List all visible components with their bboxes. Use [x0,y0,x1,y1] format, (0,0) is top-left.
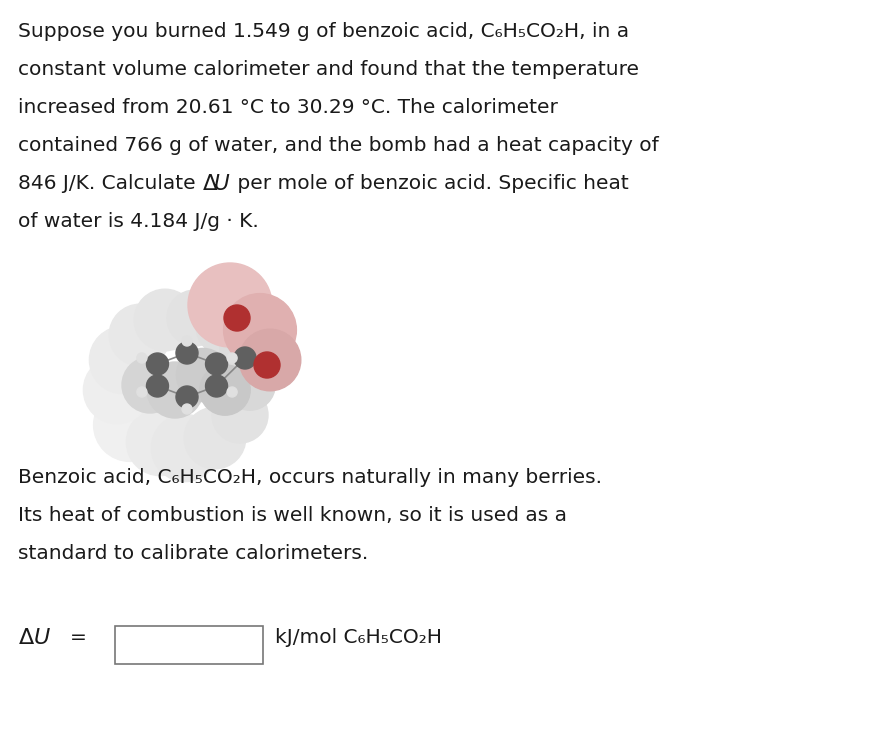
Text: standard to calibrate calorimeters.: standard to calibrate calorimeters. [18,544,369,563]
Circle shape [188,263,272,347]
Circle shape [137,387,147,397]
Circle shape [89,327,156,393]
Text: Its heat of combustion is well known, so it is used as a: Its heat of combustion is well known, so… [18,506,567,525]
Text: contained 766 g of water, and the bomb had a heat capacity of: contained 766 g of water, and the bomb h… [18,136,659,155]
Text: Benzoic acid, C₆H₅CO₂H, occurs naturally in many berries.: Benzoic acid, C₆H₅CO₂H, occurs naturally… [18,468,602,487]
Text: 846 J/K. Calculate: 846 J/K. Calculate [18,174,202,193]
Circle shape [167,290,223,346]
Circle shape [176,342,198,364]
Text: constant volume calorimeter and found that the temperature: constant volume calorimeter and found th… [18,60,639,79]
Circle shape [212,387,268,443]
Text: increased from 20.61 °C to 30.29 °C. The calorimeter: increased from 20.61 °C to 30.29 °C. The… [18,98,558,117]
Circle shape [83,357,150,424]
Circle shape [151,415,218,482]
FancyBboxPatch shape [115,626,263,664]
Circle shape [147,362,203,418]
Circle shape [147,353,169,375]
Circle shape [122,357,178,413]
Circle shape [254,352,280,378]
Circle shape [227,353,237,363]
Text: $\Delta U$: $\Delta U$ [18,628,51,648]
Text: of water is 4.184 J/g · K.: of water is 4.184 J/g · K. [18,212,259,231]
Circle shape [137,353,147,363]
Text: kJ/mol C₆H₅CO₂H: kJ/mol C₆H₅CO₂H [275,628,442,647]
Circle shape [234,347,256,369]
Circle shape [196,302,249,355]
Circle shape [182,404,192,414]
Circle shape [206,353,227,375]
Circle shape [126,408,194,476]
Circle shape [176,386,198,408]
Circle shape [177,349,230,401]
Circle shape [206,375,227,397]
Circle shape [147,375,169,397]
Text: per mole of benzoic acid. Specific heat: per mole of benzoic acid. Specific heat [231,174,629,193]
Circle shape [184,407,246,469]
Circle shape [220,325,271,375]
Circle shape [182,336,192,346]
Text: $\Delta\!U$: $\Delta\!U$ [202,174,231,194]
Circle shape [225,360,275,410]
Text: =: = [70,628,87,647]
Circle shape [134,289,195,351]
Circle shape [227,387,237,397]
Circle shape [224,305,250,331]
Text: Suppose you burned 1.549 g of benzoic acid, C₆H₅CO₂H, in a: Suppose you burned 1.549 g of benzoic ac… [18,22,629,41]
Circle shape [224,294,296,366]
Circle shape [200,365,250,415]
Circle shape [110,304,171,366]
Circle shape [94,388,166,462]
Circle shape [240,330,301,390]
